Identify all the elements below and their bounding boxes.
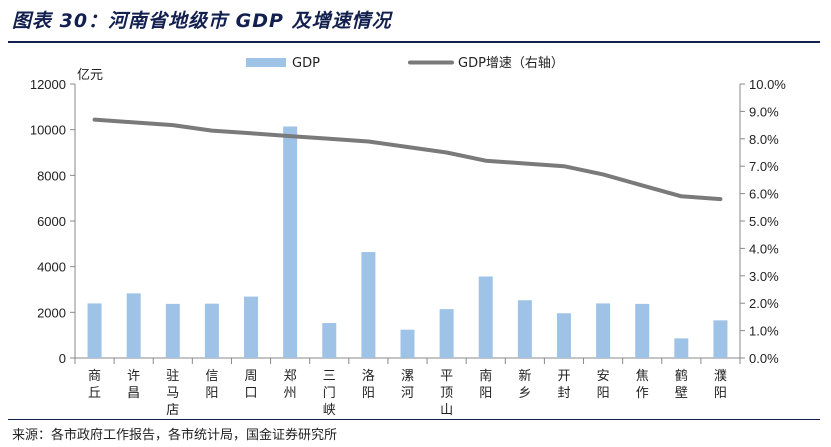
x-category-label: 安阳	[597, 369, 610, 401]
gdp-bar	[283, 126, 298, 358]
gdp-bar	[674, 338, 689, 358]
growth-series-line	[92, 117, 723, 202]
x-category-label: 商丘	[88, 369, 101, 401]
y-right-tick-label: 0.0%	[749, 351, 779, 366]
y-right-tick-label: 9.0%	[749, 104, 779, 119]
gdp-bar	[517, 300, 532, 358]
source-note: 来源：各市政府工作报告，各市统计局，国金证券研究所	[12, 428, 338, 443]
y-left-tick-label: 2000	[37, 305, 66, 320]
page-title: 图表 30：河南省地级市 GDP 及增速情况	[12, 10, 392, 32]
gdp-bar	[361, 252, 376, 358]
y-left-tick-label: 12000	[30, 77, 66, 92]
y-right-tick-label: 4.0%	[749, 241, 779, 256]
x-category-label: 郑州	[284, 369, 297, 401]
header-divider	[8, 41, 820, 43]
x-category-label: 平顶山	[440, 369, 453, 418]
y-right-tick-label: 7.0%	[749, 159, 779, 174]
x-category-label: 南阳	[479, 368, 492, 401]
gdp-bar	[204, 303, 219, 358]
gdp-bar	[556, 313, 571, 358]
growth-line	[92, 117, 723, 202]
gdp-bar	[322, 323, 337, 358]
x-category-label: 许昌	[127, 369, 140, 401]
gdp-bar	[439, 309, 454, 358]
gdp-bar	[244, 296, 259, 358]
gdp-bar	[635, 303, 650, 358]
x-category-label: 开封	[557, 369, 570, 401]
y-left-tick-label: 10000	[30, 123, 66, 138]
y-left-tick-label: 0	[59, 351, 66, 366]
x-category-label: 信阳	[205, 369, 218, 401]
gdp-bar	[478, 276, 493, 358]
footer-divider	[8, 419, 820, 420]
y-right-tick-label: 2.0%	[749, 296, 779, 311]
y-right-tick-label: 5.0%	[749, 214, 779, 229]
chart-legend: GDP GDP增速（右轴）	[246, 56, 564, 71]
x-category-label: 新乡	[518, 368, 531, 401]
legend-label-gdp: GDP	[292, 56, 320, 71]
y-left-tick-label: 4000	[37, 260, 66, 275]
gdp-bar	[713, 320, 728, 358]
y-left-tick-label: 8000	[37, 168, 66, 183]
x-category-label: 鹤壁	[675, 368, 688, 401]
x-category-label: 周口	[245, 369, 258, 401]
y-right-tick-labels: 0.0% 1.0% 2.0% 3.0% 4.0% 5.0% 6.0% 7.0% 8.0% 9.0%…	[749, 77, 786, 366]
x-category-label: 驻马店	[166, 369, 179, 418]
x-category-label: 濮阳	[714, 369, 727, 401]
x-category-label: 焦作	[636, 369, 649, 401]
legend-swatch-gdp	[246, 58, 286, 67]
y-left-unit-label: 亿元	[77, 67, 103, 82]
y-right-tick-label: 3.0%	[749, 269, 779, 284]
gdp-bar	[126, 293, 141, 358]
y-left-tick-labels: 0 2000 4000 6000 8000 10000 12000	[30, 77, 66, 366]
x-category-label: 漯河	[401, 369, 414, 401]
y-right-tick-label: 10.0%	[749, 77, 786, 92]
y-right-tick-label: 6.0%	[749, 187, 779, 202]
gdp-bars	[87, 126, 728, 358]
y-right-tick-label: 1.0%	[749, 324, 779, 339]
legend-label-growth: GDP增速（右轴）	[458, 56, 564, 71]
gdp-bar	[165, 303, 180, 358]
y-right-tick-label: 8.0%	[749, 132, 779, 147]
x-category-label: 三门峡	[323, 369, 336, 418]
gdp-bar	[400, 329, 415, 358]
gdp-bar	[596, 303, 611, 358]
y-left-tick-label: 6000	[37, 214, 66, 229]
x-category-label: 洛阳	[362, 369, 375, 401]
gdp-bar	[87, 303, 102, 358]
